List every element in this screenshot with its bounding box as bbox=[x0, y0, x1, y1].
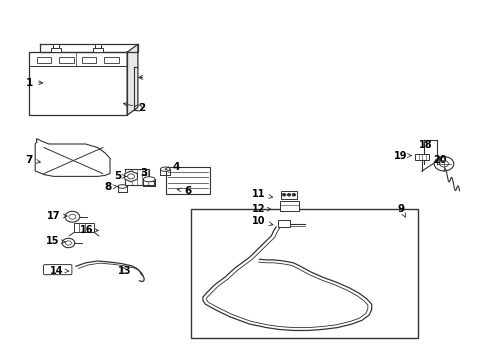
Bar bbox=[59, 57, 74, 63]
Polygon shape bbox=[124, 169, 154, 185]
Bar bbox=[81, 57, 96, 63]
Text: 1: 1 bbox=[26, 78, 42, 88]
Bar bbox=[74, 223, 94, 232]
Bar bbox=[281, 191, 296, 199]
Polygon shape bbox=[124, 171, 137, 182]
Text: 9: 9 bbox=[397, 204, 405, 217]
Polygon shape bbox=[127, 44, 138, 115]
Text: 7: 7 bbox=[25, 155, 41, 165]
Text: 14: 14 bbox=[49, 266, 69, 276]
Text: 3: 3 bbox=[141, 168, 147, 178]
Bar bbox=[37, 57, 51, 63]
Bar bbox=[166, 167, 210, 194]
Text: 8: 8 bbox=[104, 182, 117, 192]
Text: 4: 4 bbox=[164, 162, 180, 172]
Text: 2: 2 bbox=[123, 103, 145, 113]
Ellipse shape bbox=[143, 177, 155, 182]
Circle shape bbox=[282, 194, 285, 196]
Text: 17: 17 bbox=[47, 211, 67, 221]
Text: 20: 20 bbox=[432, 155, 446, 165]
Text: 15: 15 bbox=[46, 236, 65, 246]
Bar bbox=[277, 220, 289, 227]
Circle shape bbox=[287, 194, 290, 196]
Bar bbox=[95, 44, 101, 48]
Text: 19: 19 bbox=[393, 150, 410, 161]
Bar bbox=[29, 52, 127, 115]
FancyBboxPatch shape bbox=[43, 265, 72, 275]
Text: 12: 12 bbox=[252, 204, 271, 214]
Bar bbox=[53, 44, 59, 48]
Text: 10: 10 bbox=[252, 216, 272, 226]
Polygon shape bbox=[35, 139, 110, 176]
Text: 16: 16 bbox=[80, 225, 98, 235]
Polygon shape bbox=[40, 44, 138, 52]
Circle shape bbox=[292, 194, 295, 196]
Ellipse shape bbox=[118, 185, 126, 188]
Bar bbox=[190, 209, 417, 338]
Bar bbox=[93, 48, 102, 52]
Bar bbox=[414, 154, 428, 160]
Ellipse shape bbox=[160, 167, 170, 171]
Text: 11: 11 bbox=[252, 189, 272, 199]
Text: 13: 13 bbox=[118, 266, 131, 276]
Bar bbox=[279, 201, 299, 211]
Bar bbox=[104, 57, 119, 63]
Text: 6: 6 bbox=[177, 186, 191, 196]
Text: 5: 5 bbox=[114, 171, 126, 181]
Text: 18: 18 bbox=[418, 140, 431, 150]
Bar bbox=[51, 48, 61, 52]
